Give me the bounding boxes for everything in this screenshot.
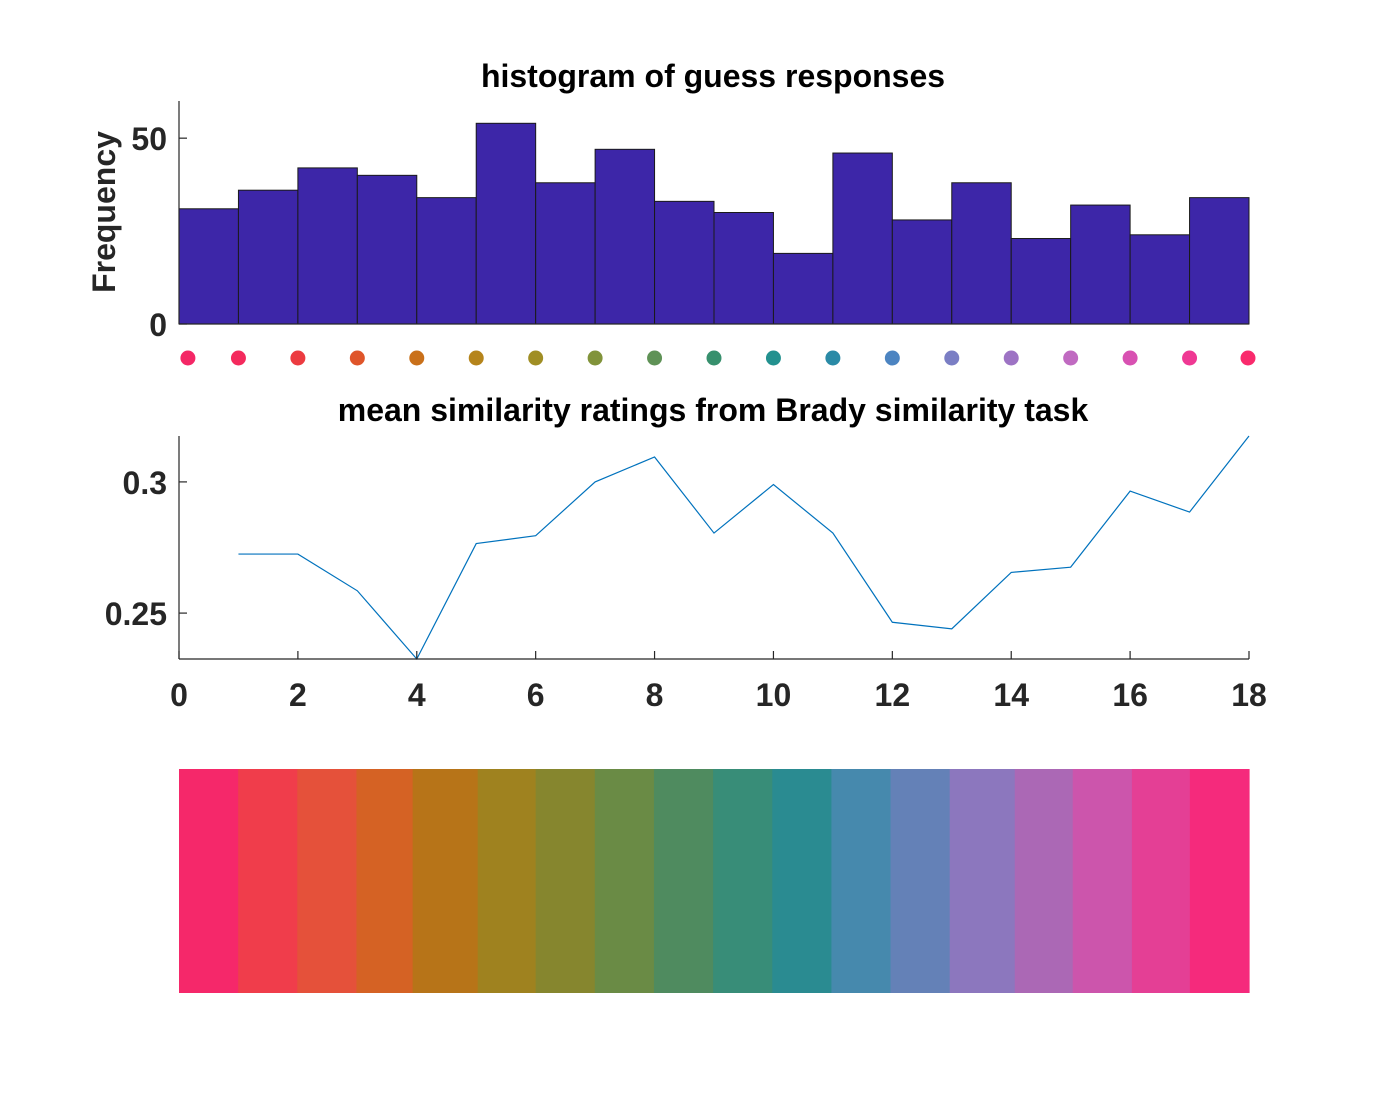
color-strip-cell bbox=[772, 769, 833, 993]
similarity-x-tick-label: 6 bbox=[527, 677, 545, 713]
color-marker bbox=[944, 350, 960, 366]
similarity-panel: mean similarity ratings from Brady simil… bbox=[105, 392, 1267, 713]
color-marker bbox=[1063, 350, 1079, 366]
color-marker bbox=[528, 350, 544, 366]
color-strip-cell bbox=[297, 769, 358, 993]
color-marker bbox=[1182, 350, 1198, 366]
similarity-x-tick-label: 10 bbox=[756, 677, 792, 713]
similarity-y-tick-label: 0.25 bbox=[105, 596, 167, 632]
histogram-panel: histogram of guess responses Frequency 0… bbox=[86, 58, 1256, 366]
similarity-y-tick-label: 0.3 bbox=[123, 465, 167, 501]
histogram-bar bbox=[594, 148, 656, 325]
color-strip-cell bbox=[356, 769, 414, 993]
histogram-bar bbox=[654, 200, 715, 325]
histogram-bar bbox=[832, 152, 893, 325]
color-strip-cell bbox=[179, 769, 239, 993]
histogram-bar bbox=[713, 212, 774, 325]
color-strip bbox=[179, 769, 1250, 993]
similarity-x-tick-label: 14 bbox=[993, 677, 1029, 713]
histogram-bar bbox=[951, 182, 1012, 325]
histogram-bar bbox=[237, 189, 299, 325]
histogram-y-tick-label: 50 bbox=[131, 121, 167, 157]
color-marker bbox=[884, 350, 900, 366]
color-marker bbox=[647, 350, 663, 366]
similarity-x-tick-label: 2 bbox=[289, 677, 307, 713]
color-strip-cell bbox=[412, 769, 479, 993]
color-markers bbox=[180, 350, 1256, 366]
color-marker bbox=[230, 350, 246, 366]
similarity-title: mean similarity ratings from Brady simil… bbox=[338, 392, 1089, 428]
color-marker bbox=[825, 350, 841, 366]
color-strip-cell bbox=[949, 769, 1016, 993]
color-strip-cell bbox=[238, 769, 298, 993]
color-strip-cell bbox=[535, 769, 596, 993]
color-marker bbox=[765, 350, 781, 366]
histogram-bar bbox=[475, 122, 537, 325]
similarity-x-ticks: 0 2 4 6 8 10 12 14 16 18 bbox=[170, 651, 1267, 713]
color-marker bbox=[1122, 350, 1138, 366]
histogram-bar bbox=[1189, 197, 1250, 325]
similarity-y-ticks: 0.25 0.3 bbox=[105, 465, 187, 632]
similarity-x-tick-label: 12 bbox=[875, 677, 911, 713]
histogram-bar bbox=[891, 219, 953, 325]
histogram-bar bbox=[535, 182, 596, 325]
color-marker bbox=[1003, 350, 1019, 366]
similarity-line bbox=[238, 435, 1250, 661]
color-marker bbox=[409, 350, 425, 366]
color-strip-cell bbox=[1072, 769, 1133, 993]
histogram-y-tick-label: 0 bbox=[149, 307, 167, 343]
color-marker bbox=[180, 350, 196, 366]
color-marker bbox=[1240, 350, 1256, 366]
color-marker bbox=[587, 350, 603, 366]
color-strip-cell bbox=[1189, 769, 1250, 993]
histogram-bars bbox=[178, 122, 1250, 325]
histogram-bar bbox=[772, 252, 834, 325]
color-marker bbox=[290, 350, 306, 366]
similarity-x-tick-label: 16 bbox=[1112, 677, 1148, 713]
color-marker bbox=[706, 350, 722, 366]
color-strip-cell bbox=[1014, 769, 1074, 993]
color-strip-cell bbox=[653, 769, 714, 993]
similarity-x-tick-label: 4 bbox=[408, 677, 426, 713]
color-strip-cell bbox=[477, 769, 537, 993]
color-strip-cell bbox=[831, 769, 892, 993]
histogram-bar bbox=[356, 174, 418, 325]
color-strip-cell bbox=[594, 769, 655, 993]
similarity-x-tick-label: 0 bbox=[170, 677, 188, 713]
histogram-bar bbox=[416, 197, 477, 325]
histogram-bar bbox=[178, 208, 239, 325]
histogram-bar bbox=[1129, 234, 1191, 325]
color-strip-cell bbox=[713, 769, 773, 993]
histogram-title: histogram of guess responses bbox=[481, 58, 945, 94]
histogram-bar bbox=[297, 167, 358, 325]
similarity-x-tick-label: 18 bbox=[1231, 677, 1267, 713]
color-strip-cell bbox=[890, 769, 951, 993]
similarity-x-tick-label: 8 bbox=[646, 677, 664, 713]
histogram-bar bbox=[1070, 204, 1131, 325]
color-marker bbox=[349, 350, 365, 366]
histogram-bar bbox=[1010, 238, 1072, 325]
histogram-y-axis-label: Frequency bbox=[86, 131, 122, 293]
color-strip-cell bbox=[1131, 769, 1191, 993]
histogram-y-ticks: 0 50 bbox=[131, 121, 187, 343]
color-marker bbox=[468, 350, 484, 366]
